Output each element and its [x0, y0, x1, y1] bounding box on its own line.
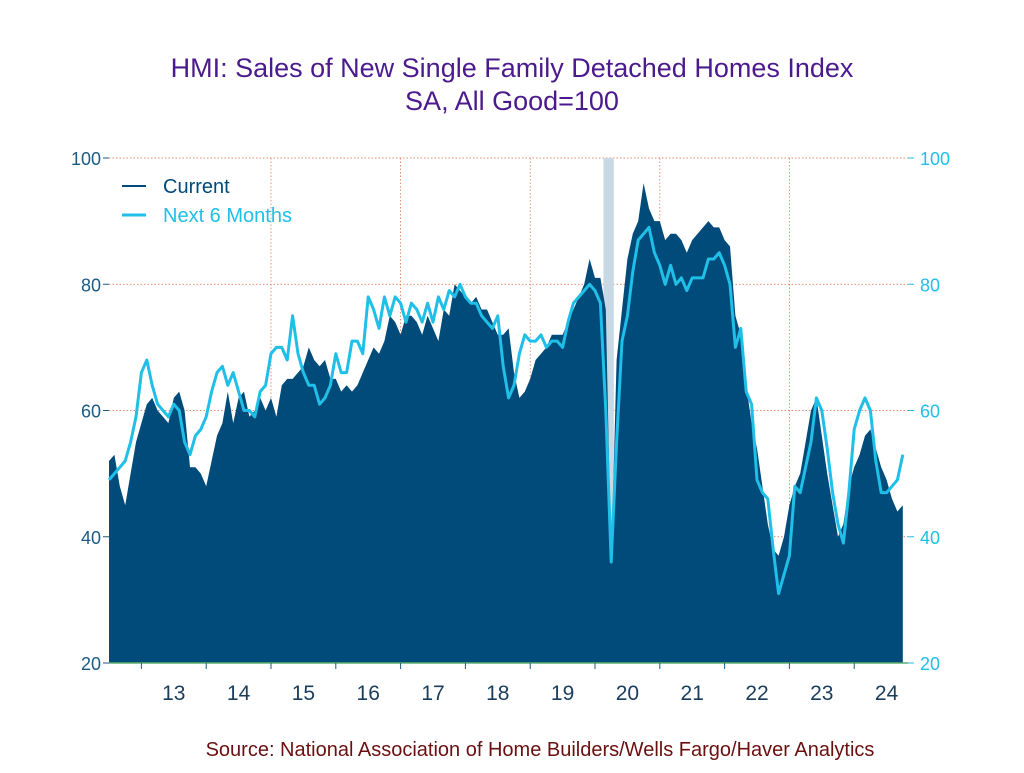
chart-subtitle: SA, All Good=100 — [405, 86, 619, 116]
y-tick-label-left: 60 — [81, 402, 101, 422]
shading-band — [603, 158, 614, 663]
y-tick-label-left: 80 — [81, 275, 101, 295]
y-tick-label-left: 40 — [81, 528, 101, 548]
x-tick-label: 13 — [162, 682, 185, 705]
legend-label-next6: Next 6 Months — [163, 205, 292, 227]
x-tick-label: 23 — [810, 682, 833, 705]
y-tick-label-right: 40 — [920, 528, 940, 548]
y-tick-label-right: 80 — [920, 275, 940, 295]
x-tick-label: 24 — [875, 682, 899, 705]
series-current-area — [109, 183, 903, 664]
series-next6-line — [107, 225, 905, 596]
chart-title: HMI: Sales of New Single Family Detached… — [171, 53, 854, 83]
y-tick-label-right: 100 — [920, 149, 950, 169]
x-tick-label: 17 — [421, 682, 444, 705]
x-tick-label: 21 — [681, 682, 704, 705]
source-note: Source: National Association of Home Bui… — [206, 739, 875, 761]
x-tick-label: 19 — [551, 682, 574, 705]
legend-label-current: Current — [163, 176, 230, 198]
x-tick-label: 20 — [616, 682, 639, 705]
y-tick-label-right: 60 — [920, 402, 940, 422]
x-tick-label: 15 — [292, 682, 315, 705]
y-tick-label-left: 100 — [71, 149, 101, 169]
x-tick-label: 14 — [227, 682, 251, 705]
plot-area: 100 80 60 40 20 100 80 60 40 20 13 14 15 16 17 18 19 20 21… — [71, 149, 950, 705]
x-tick-label: 22 — [745, 682, 768, 705]
y-tick-label-right: 20 — [920, 654, 940, 674]
x-tick-label: 18 — [486, 682, 509, 705]
x-tick-label: 16 — [357, 682, 380, 705]
legend: Current Next 6 Months — [122, 176, 292, 227]
y-tick-label-left: 20 — [81, 654, 101, 674]
